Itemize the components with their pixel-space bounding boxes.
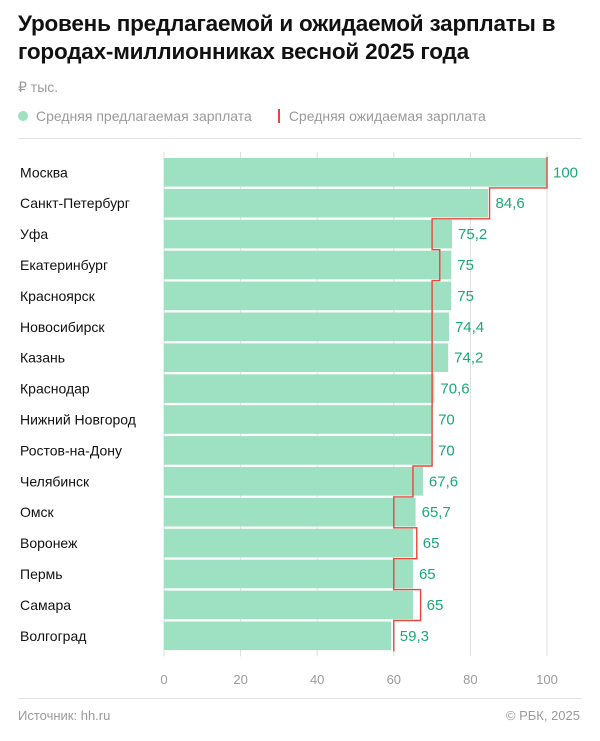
top-divider	[18, 138, 582, 139]
bar	[164, 497, 416, 527]
category-label: Санкт-Петербург	[20, 195, 130, 211]
category-label: Воронеж	[20, 535, 78, 551]
value-label: 65	[427, 597, 444, 614]
x-tick-label: 20	[233, 672, 247, 687]
x-tick-label: 40	[310, 672, 324, 687]
value-label: 75	[457, 257, 474, 274]
category-label: Москва	[20, 164, 68, 180]
value-label: 65	[419, 566, 436, 583]
x-tick-label: 100	[536, 672, 558, 687]
category-label: Челябинск	[20, 473, 90, 489]
unit-label: ₽ тыс.	[18, 79, 59, 95]
bar	[164, 528, 413, 558]
category-label: Новосибирск	[20, 319, 105, 335]
category-label: Омск	[20, 504, 55, 520]
value-label: 84,6	[496, 195, 525, 212]
bar	[164, 374, 435, 403]
bar	[164, 158, 547, 187]
value-label: 70,6	[440, 381, 469, 398]
value-label: 75	[457, 288, 474, 305]
category-label: Уфа	[20, 226, 48, 242]
category-label: Волгоград	[20, 628, 86, 644]
bar	[164, 312, 449, 342]
copyright: © РБК, 2025	[505, 708, 580, 723]
value-label: 74,2	[454, 350, 483, 367]
source-note: Источник: hh.ru	[18, 708, 111, 723]
category-label: Екатеринбург	[20, 257, 108, 273]
category-label: Краснодар	[20, 381, 90, 397]
x-tick-label: 60	[387, 672, 401, 687]
bar	[164, 467, 423, 496]
value-label: 67,6	[429, 473, 458, 490]
bar	[164, 590, 413, 620]
value-label: 70	[438, 442, 455, 459]
chart-title: Уровень предлагаемой и ожидаемой зарплат…	[18, 11, 556, 64]
expected-salary-line	[393, 157, 548, 652]
legend-expected-swatch	[277, 109, 280, 123]
legend-offered-label: Средняя предлагаемая зарплата	[36, 108, 252, 124]
category-label: Казань	[20, 350, 65, 366]
value-label: 74,4	[455, 319, 484, 336]
bar	[164, 621, 392, 651]
category-label: Самара	[20, 597, 71, 613]
bar	[164, 250, 452, 280]
value-label: 65	[423, 535, 440, 552]
value-label: 75,2	[458, 226, 487, 243]
bar	[164, 343, 449, 372]
bar	[164, 281, 452, 311]
category-label: Красноярск	[20, 288, 96, 304]
value-label: 70	[438, 412, 455, 429]
value-label: 100	[553, 164, 578, 181]
value-label: 59,3	[400, 628, 429, 645]
category-label: Ростов-на-Дону	[20, 442, 122, 458]
category-label: Нижний Новгород	[20, 412, 136, 428]
bar	[164, 559, 413, 589]
bar	[164, 219, 453, 249]
x-tick-label: 80	[463, 672, 477, 687]
category-label: Пермь	[20, 566, 63, 582]
bar	[164, 405, 433, 434]
legend: Средняя предлагаемая зарплата Средняя ож…	[18, 108, 486, 124]
legend-expected-label: Средняя ожидаемая зарплата	[288, 108, 486, 124]
bottom-divider	[18, 698, 582, 699]
x-tick-label: 0	[160, 672, 167, 687]
bar-chart: 0 20 40 60 80 100 Москва 100 Санкт-Петербург 84,6…	[20, 152, 578, 687]
legend-offered-swatch	[18, 111, 28, 121]
value-label: 65,7	[422, 504, 451, 521]
bar	[164, 436, 433, 465]
bar	[164, 188, 489, 218]
